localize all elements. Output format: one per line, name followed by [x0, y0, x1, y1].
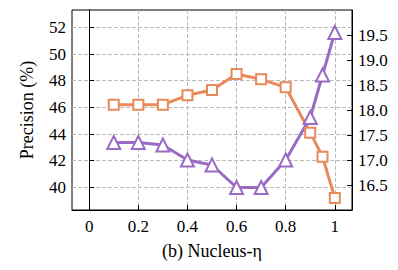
svg-text:1: 1	[331, 217, 340, 236]
svg-text:0.2: 0.2	[128, 217, 149, 236]
svg-text:18.5: 18.5	[358, 76, 388, 95]
svg-text:18.0: 18.0	[358, 101, 388, 120]
svg-text:50: 50	[49, 45, 66, 64]
svg-text:17.5: 17.5	[358, 126, 388, 145]
svg-text:17.0: 17.0	[358, 151, 388, 170]
svg-text:(b) Nucleus-η: (b) Nucleus-η	[162, 241, 262, 262]
svg-text:16.5: 16.5	[358, 176, 388, 195]
svg-text:19.0: 19.0	[358, 51, 388, 70]
svg-text:0.6: 0.6	[226, 217, 247, 236]
svg-text:0.4: 0.4	[177, 217, 199, 236]
svg-text:0.8: 0.8	[275, 217, 296, 236]
svg-text:19.5: 19.5	[358, 26, 388, 45]
svg-text:40: 40	[49, 178, 66, 197]
svg-text:46: 46	[49, 98, 66, 117]
svg-text:44: 44	[49, 125, 67, 144]
svg-text:42: 42	[49, 151, 66, 170]
svg-text:0: 0	[85, 217, 94, 236]
svg-text:48: 48	[49, 71, 66, 90]
svg-text:52: 52	[49, 18, 66, 37]
svg-text:Precision (%): Precision (%)	[17, 61, 38, 159]
